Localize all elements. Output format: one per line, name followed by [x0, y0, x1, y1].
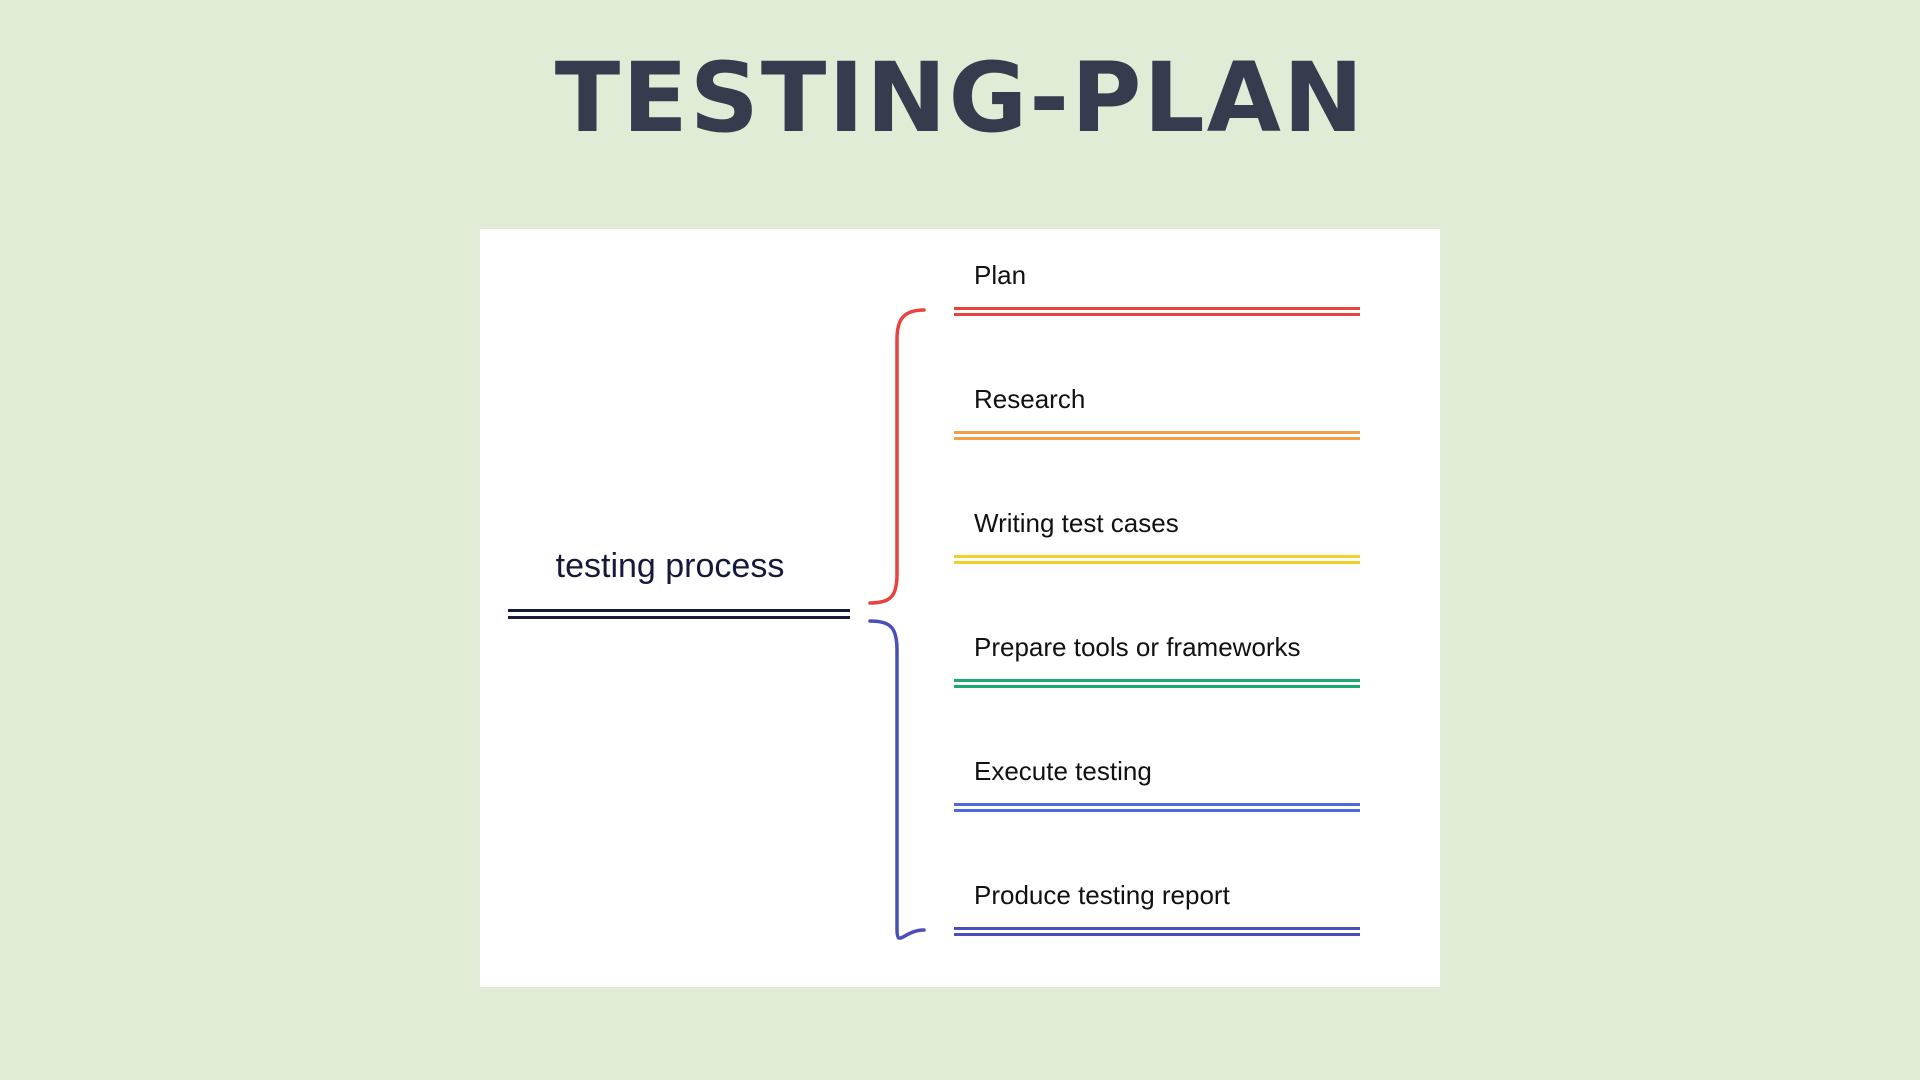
branch-node-6: Produce testing report — [954, 878, 1384, 938]
branch-underline — [954, 307, 1360, 317]
branch-node-4: Prepare tools or frameworks — [954, 630, 1384, 690]
branch-label: Writing test cases — [974, 508, 1179, 538]
page-title: TESTING-PLAN — [554, 42, 1366, 154]
branch-node-3: Writing test cases — [954, 506, 1384, 566]
branch-label: Execute testing — [974, 756, 1152, 786]
branch-underline — [954, 431, 1360, 441]
branch-node-2: Research — [954, 382, 1384, 442]
branch-node-1: Plan — [954, 258, 1384, 318]
branch-label: Plan — [974, 260, 1027, 290]
branch-label: Prepare tools or frameworks — [974, 632, 1301, 662]
root-node-underline — [508, 609, 850, 619]
branch-underline — [954, 803, 1360, 813]
branch-brace — [868, 308, 926, 940]
branch-underline — [954, 555, 1360, 565]
branch-label: Produce testing report — [974, 880, 1230, 910]
brace-lower-arc — [868, 619, 926, 940]
mind-map-panel: testing process Plan Research Writing te… — [480, 229, 1440, 987]
branch-underline — [954, 927, 1360, 937]
brace-upper-arc — [868, 308, 926, 605]
branch-node-5: Execute testing — [954, 754, 1384, 814]
branch-label: Research — [974, 384, 1086, 414]
branch-underline — [954, 679, 1360, 689]
root-node-label: testing process — [555, 547, 785, 585]
